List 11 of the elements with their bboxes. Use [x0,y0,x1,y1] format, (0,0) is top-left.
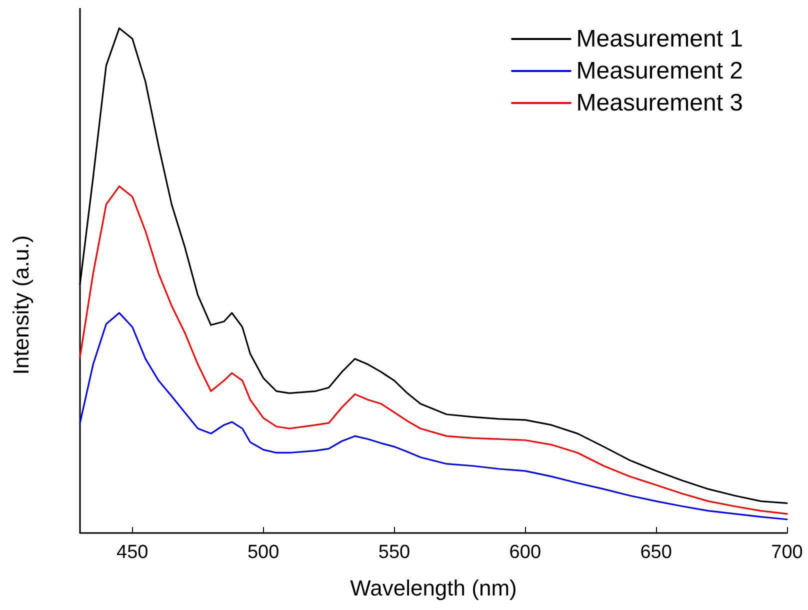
y-axis-title: Intensity (a.u.) [8,235,34,375]
legend-label: Measurement 3 [576,90,744,116]
x-tick-label: 600 [509,542,541,563]
x-axis-title: Wavelength (nm) [350,576,517,600]
x-tick-label: 550 [378,542,410,563]
x-tick-label: 700 [771,542,803,563]
x-tick-label: 500 [247,542,280,563]
x-tick-label: 650 [640,542,672,563]
x-tick-label: 450 [116,542,148,563]
legend-label: Measurement 1 [576,26,744,52]
legend-label: Measurement 2 [576,58,744,84]
